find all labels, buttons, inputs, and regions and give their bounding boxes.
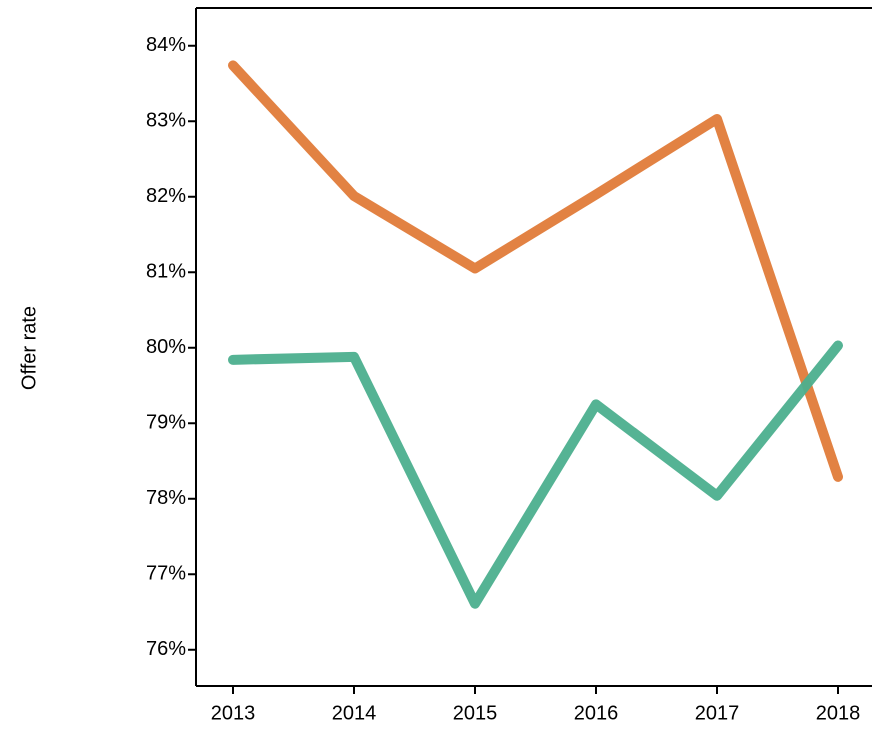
x-tick-label: 2018 (816, 702, 861, 724)
y-tick-label: 77% (146, 563, 186, 585)
x-tick-label: 2014 (332, 702, 377, 724)
y-tick-label: 83% (146, 110, 186, 132)
y-tick-label: 78% (146, 487, 186, 509)
y-tick-label: 79% (146, 412, 186, 434)
x-tick-label: 2013 (211, 702, 256, 724)
series-line (228, 340, 843, 609)
y-axis-label: Offer rate (18, 306, 40, 390)
y-tick-label: 81% (146, 261, 186, 283)
x-tick-label: 2015 (453, 702, 498, 724)
y-tick-label: 82% (146, 185, 186, 207)
y-tick-label: 76% (146, 638, 186, 660)
x-tick-label: 2016 (574, 702, 619, 724)
y-tick-label: 80% (146, 336, 186, 358)
y-tick-label: 84% (146, 34, 186, 56)
x-tick-label: 2017 (695, 702, 740, 724)
series-line (228, 60, 843, 482)
